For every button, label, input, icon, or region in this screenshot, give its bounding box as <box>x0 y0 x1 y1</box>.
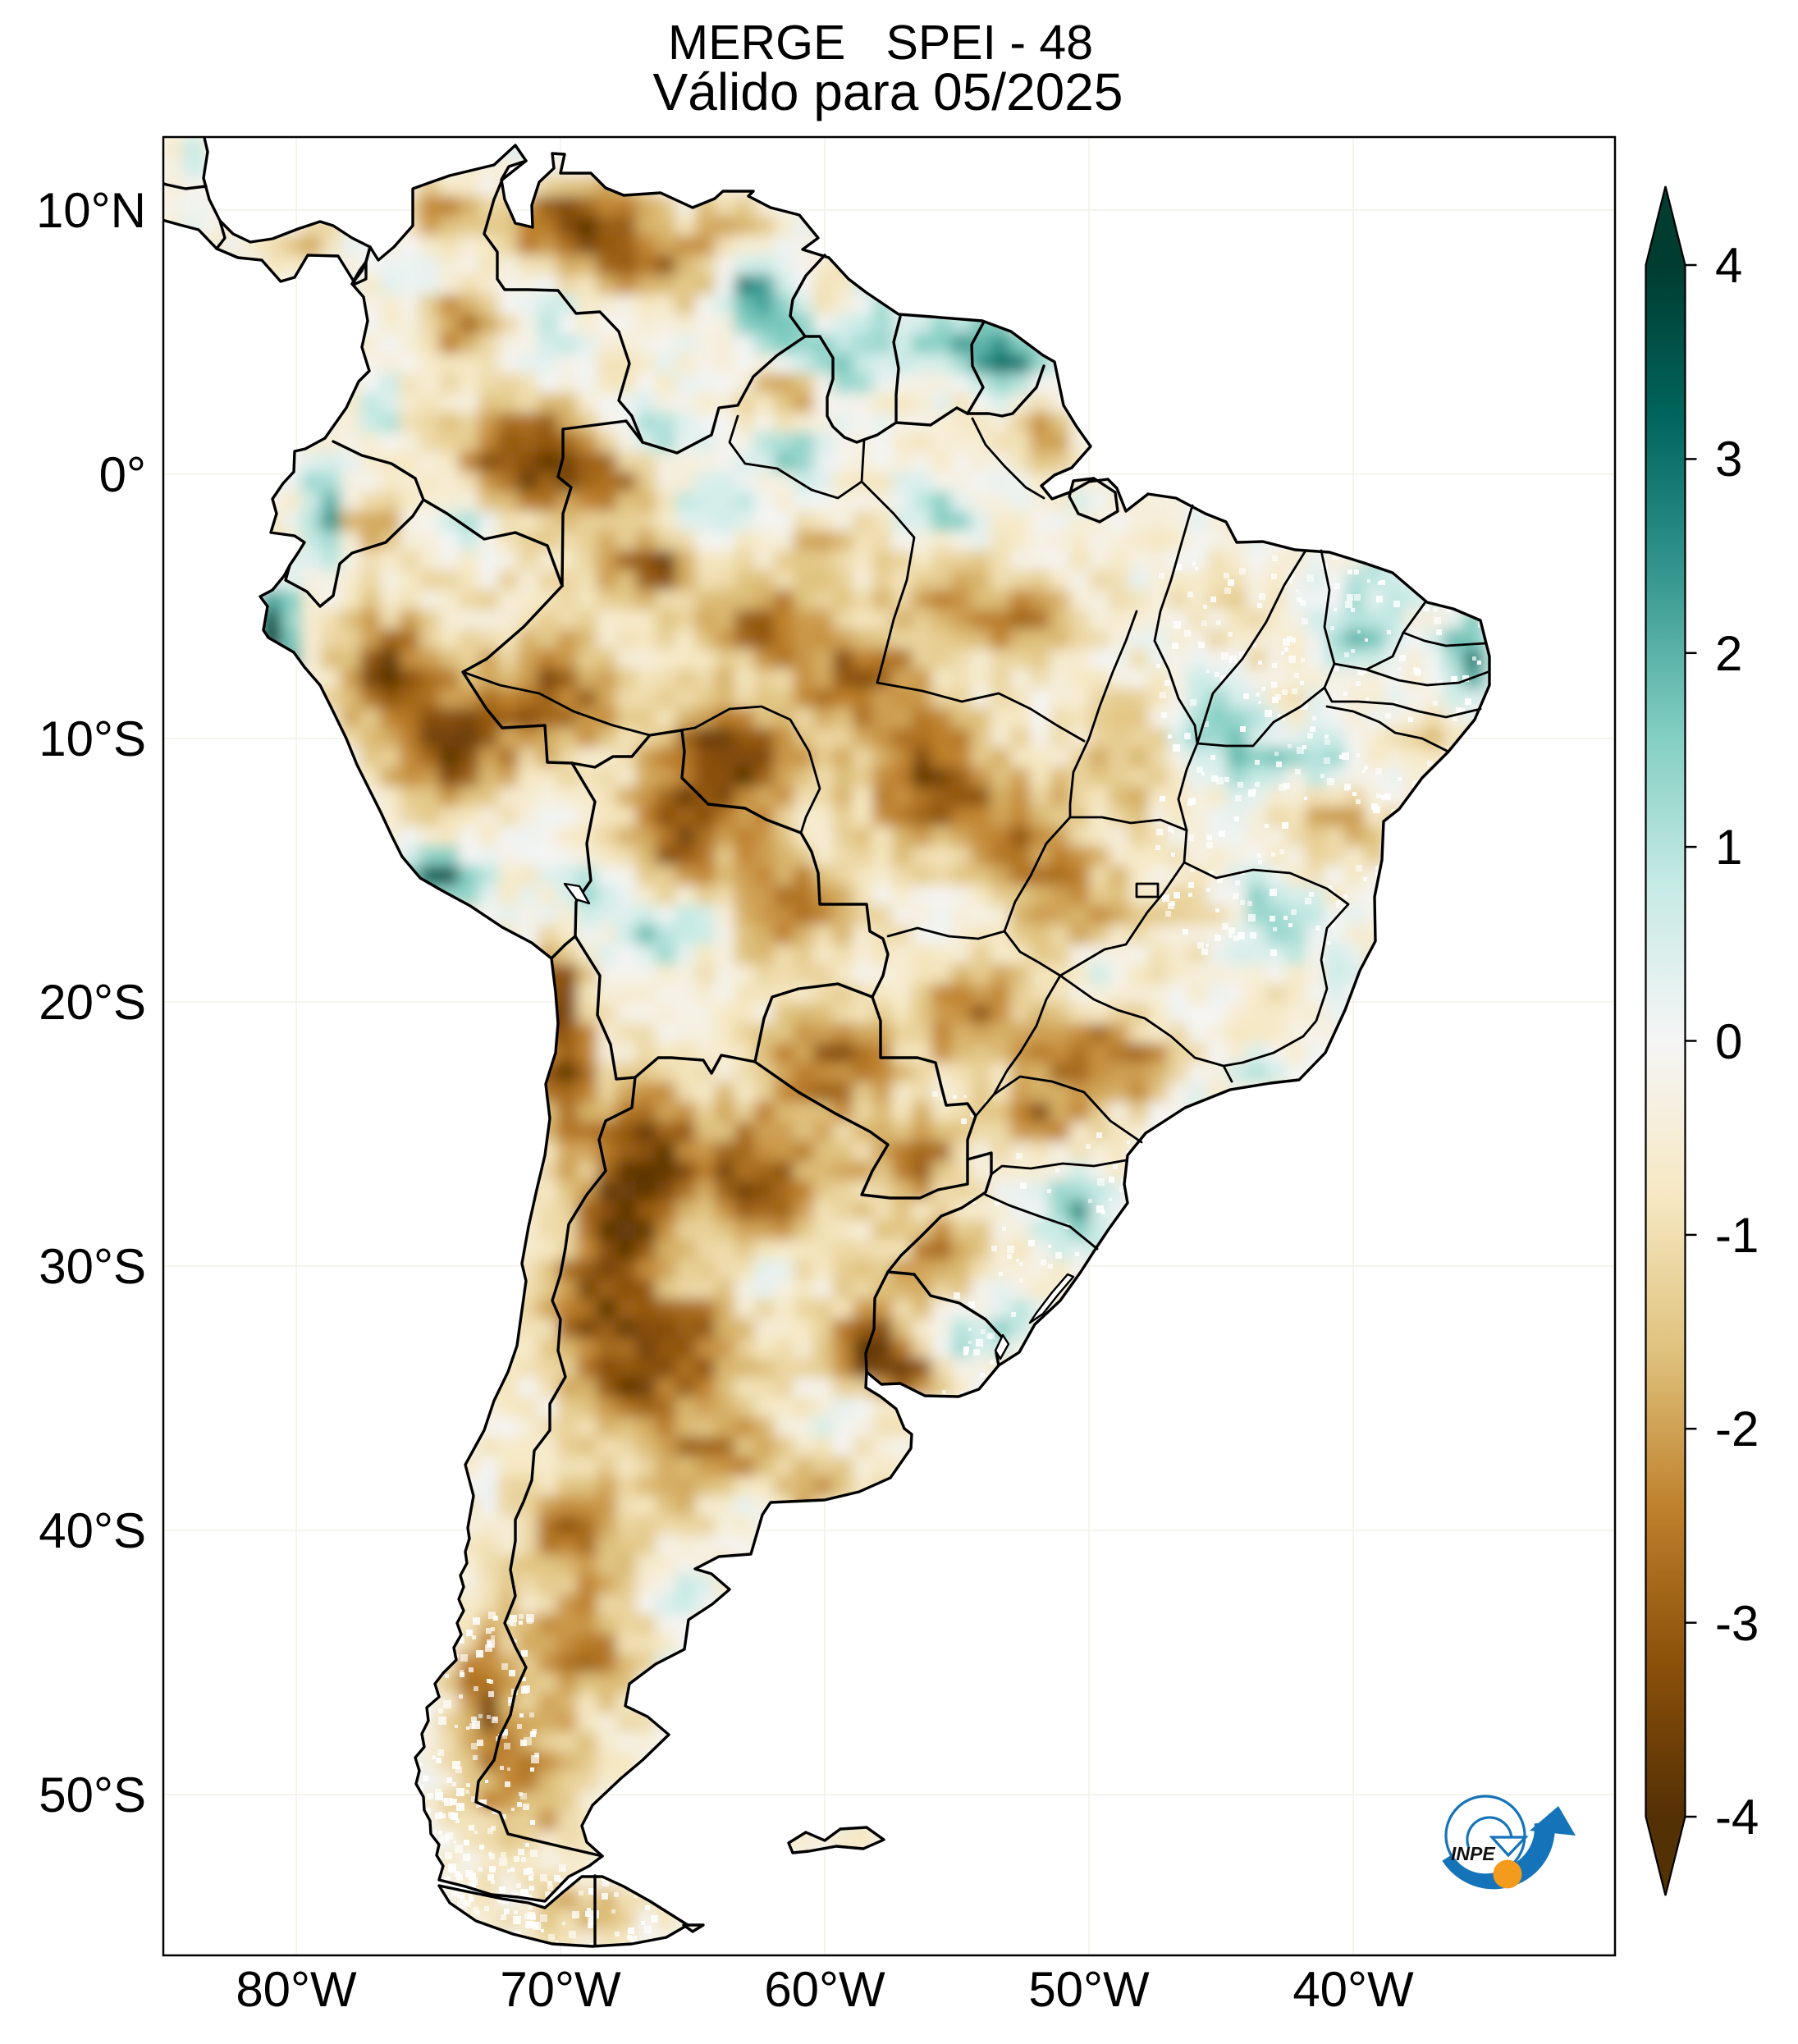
svg-text:70°W: 70°W <box>500 1962 621 2017</box>
svg-text:60°W: 60°W <box>764 1962 885 2017</box>
svg-text:2: 2 <box>1715 626 1742 681</box>
svg-text:-1: -1 <box>1715 1208 1759 1263</box>
svg-text:20°S: 20°S <box>39 975 146 1030</box>
svg-text:INPE: INPE <box>1451 1843 1495 1864</box>
svg-text:30°S: 30°S <box>39 1239 146 1294</box>
svg-text:0°: 0° <box>99 447 146 502</box>
svg-text:3: 3 <box>1715 432 1742 487</box>
svg-text:-4: -4 <box>1715 1790 1759 1845</box>
svg-text:80°W: 80°W <box>236 1962 357 2017</box>
svg-text:0: 0 <box>1715 1014 1742 1069</box>
svg-text:4: 4 <box>1715 238 1742 293</box>
svg-text:-2: -2 <box>1715 1402 1759 1456</box>
svg-text:40°W: 40°W <box>1292 1962 1414 2017</box>
svg-text:-3: -3 <box>1715 1596 1759 1651</box>
svg-text:50°S: 50°S <box>39 1767 146 1822</box>
svg-text:1: 1 <box>1715 820 1742 875</box>
svg-text:50°W: 50°W <box>1028 1962 1150 2017</box>
svg-text:10°S: 10°S <box>39 711 146 766</box>
svg-text:MERGE SPEI - 48: MERGE SPEI - 48 <box>668 16 1093 70</box>
svg-text:Válido para 05/2025: Válido para 05/2025 <box>653 62 1123 121</box>
svg-text:10°N: 10°N <box>36 183 146 238</box>
svg-text:40°S: 40°S <box>39 1503 146 1558</box>
